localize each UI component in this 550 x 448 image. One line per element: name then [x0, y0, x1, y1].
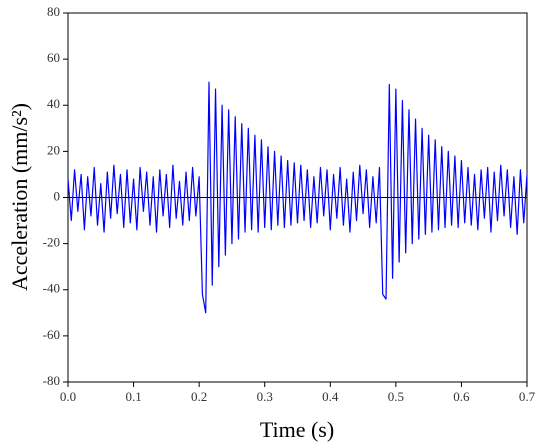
y-tick-label: 40 [47, 96, 60, 111]
y-tick-label: 80 [47, 4, 60, 19]
y-axis-title: Acceleration (mm/s²) [7, 103, 32, 291]
y-tick-label: 0 [54, 188, 61, 203]
x-tick-label: 0.2 [191, 389, 207, 404]
x-tick-label: 0.5 [388, 389, 404, 404]
y-tick-label: -80 [43, 373, 60, 388]
x-tick-label: 0.1 [125, 389, 141, 404]
x-tick-label: 0.6 [453, 389, 470, 404]
y-tick-label: 60 [47, 50, 60, 65]
x-axis-title: Time (s) [260, 417, 334, 442]
data-line [67, 81, 528, 314]
y-tick-label: -40 [43, 281, 60, 296]
x-tick-label: 0.7 [519, 389, 536, 404]
x-tick-label: 0.3 [257, 389, 273, 404]
y-tick-label: -60 [43, 327, 60, 342]
y-tick-label: -20 [43, 235, 60, 250]
y-tick-label: 20 [47, 142, 60, 157]
x-tick-label: 0.4 [322, 389, 339, 404]
x-tick-label: 0.0 [60, 389, 76, 404]
